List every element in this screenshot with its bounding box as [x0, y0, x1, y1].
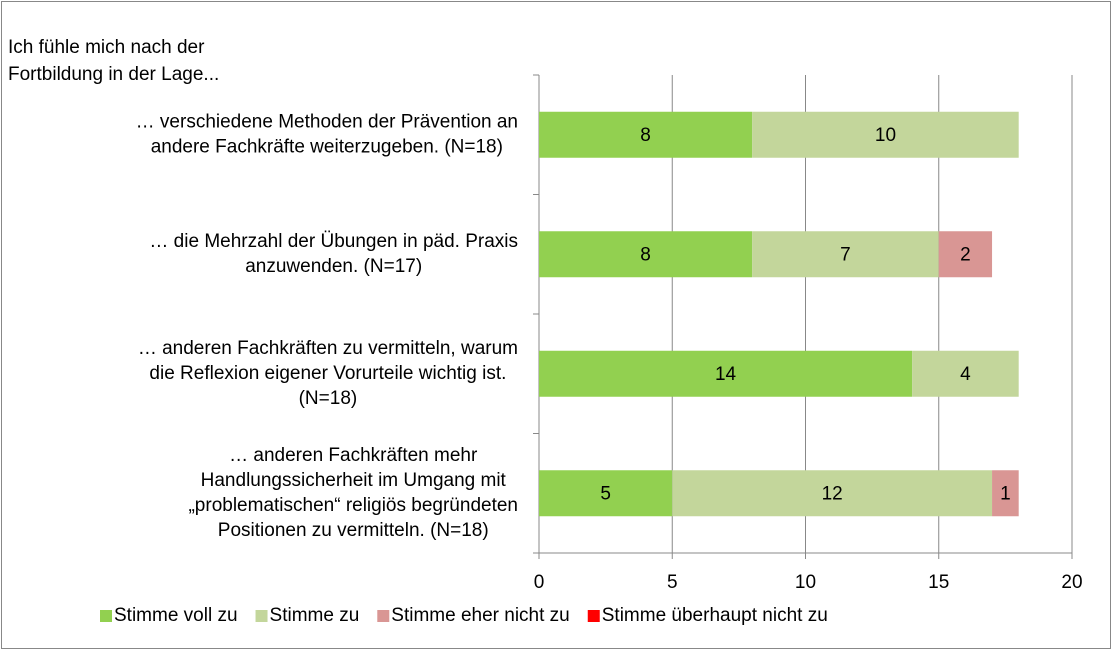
bar-segment [912, 350, 1019, 397]
category-label: „problematischen“ religiös begründeten [188, 495, 518, 516]
x-tick-label: 5 [667, 572, 678, 593]
bar-segment [752, 111, 1019, 158]
bar-segment [539, 350, 913, 397]
data-label: 7 [840, 244, 851, 265]
data-label: 2 [960, 244, 971, 265]
chart-title: Ich fühle mich nach der [8, 37, 205, 58]
bar-segment [539, 470, 673, 517]
x-tick-label: 20 [1061, 572, 1082, 593]
legend-label: Stimme eher nicht zu [391, 605, 569, 626]
data-label: 8 [640, 244, 651, 265]
category-label: … verschiedene Methoden der Prävention a… [136, 111, 518, 132]
data-label: 4 [960, 364, 971, 385]
legend-swatch [100, 610, 112, 622]
category-label: Handlungssicherheit im Umgang mit [201, 470, 507, 491]
bar-segment [752, 231, 939, 278]
legend-swatch [377, 610, 390, 622]
legend-label: Stimme zu [270, 605, 360, 626]
x-tick-label: 15 [928, 572, 949, 593]
data-label: 5 [600, 483, 611, 504]
bar-segment [539, 231, 753, 278]
chart-title: Fortbildung in der Lage... [8, 64, 219, 85]
legend-label: Stimme überhaupt nicht zu [602, 605, 828, 626]
legend-swatch [255, 610, 268, 622]
bar-segment [938, 231, 993, 278]
x-tick-label: 0 [534, 572, 545, 593]
legend-label: Stimme voll zu [114, 605, 238, 626]
bar-segment [672, 470, 993, 517]
category-label: … die Mehrzahl der Übungen in päd. Praxi… [149, 231, 518, 252]
bar-segment [992, 470, 1019, 517]
category-label: … anderen Fachkräften mehr [229, 445, 478, 466]
data-label: 12 [822, 483, 843, 504]
data-label: 14 [715, 364, 737, 385]
data-label: 10 [875, 125, 896, 146]
category-label: andere Fachkräfte weiterzugeben. (N=18) [151, 136, 503, 157]
category-label: (N=18) [299, 388, 358, 409]
category-label: die Reflexion eigener Vorurteile wichtig… [149, 363, 506, 384]
category-label: anzuwenden. (N=17) [245, 256, 422, 277]
x-tick-label: 10 [795, 572, 816, 593]
category-label: … anderen Fachkräften zu vermitteln, war… [138, 338, 518, 359]
category-label: Positionen zu vermitteln. (N=18) [218, 520, 489, 541]
data-label: 1 [1000, 483, 1011, 504]
data-label: 8 [640, 125, 651, 146]
bar-segment [539, 111, 753, 158]
legend-swatch [587, 610, 600, 622]
